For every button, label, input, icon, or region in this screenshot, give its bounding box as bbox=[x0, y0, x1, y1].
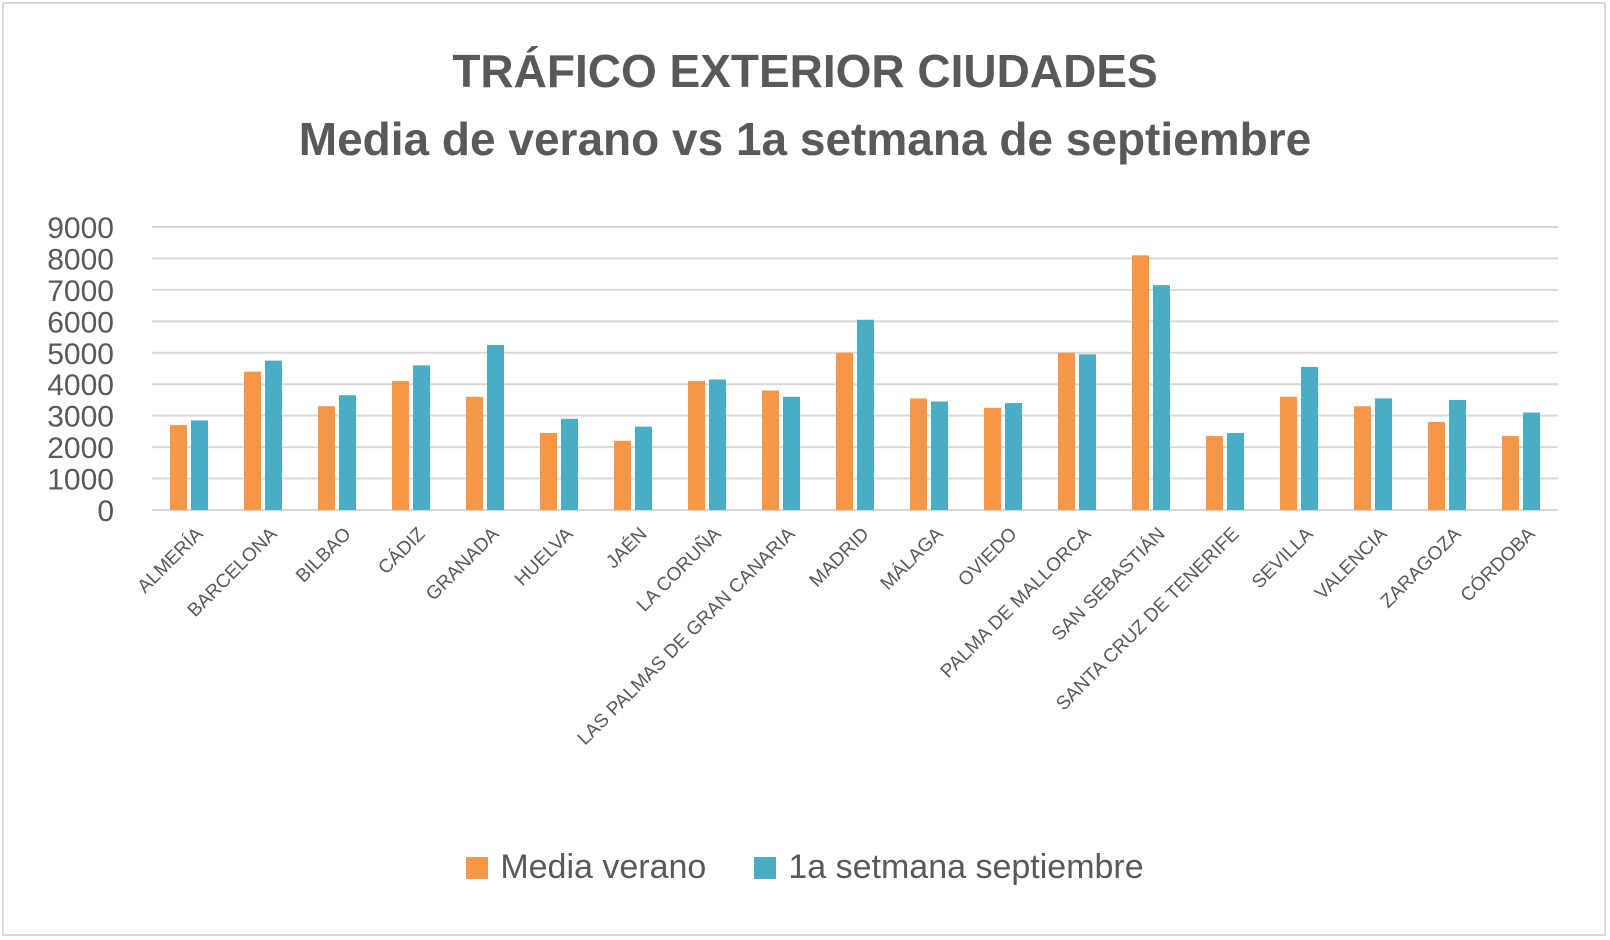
bar-media-verano bbox=[1354, 406, 1371, 510]
bar-media-verano bbox=[1280, 396, 1297, 510]
bar-media-verano bbox=[466, 396, 483, 510]
bar-1a-setmana bbox=[339, 395, 356, 510]
bar-1a-setmana bbox=[635, 426, 652, 510]
y-tick-label: 9000 bbox=[47, 212, 114, 245]
bar-media-verano bbox=[1206, 436, 1223, 510]
y-tick-label: 0 bbox=[97, 495, 114, 528]
chart-title: TRÁFICO EXTERIOR CIUDADES bbox=[452, 45, 1158, 97]
x-tick-label: MADRID bbox=[806, 524, 874, 592]
bar-1a-setmana bbox=[783, 396, 800, 510]
bar-media-verano bbox=[910, 398, 927, 510]
bar-1a-setmana bbox=[1005, 403, 1022, 510]
y-tick-label: 5000 bbox=[47, 338, 114, 371]
bar-media-verano bbox=[762, 390, 779, 510]
bar-media-verano bbox=[1502, 436, 1519, 510]
x-tick-label: GRANADA bbox=[422, 523, 504, 605]
bar-1a-setmana bbox=[1153, 285, 1170, 510]
bar-media-verano bbox=[1132, 255, 1149, 510]
legend-item-1a-setmana: 1a setmana septiembre bbox=[754, 848, 1144, 887]
bar-media-verano bbox=[244, 371, 261, 510]
x-tick-label: MÁLAGA bbox=[877, 523, 948, 594]
y-tick-label: 2000 bbox=[47, 432, 114, 465]
legend-label-1a-setmana: 1a setmana septiembre bbox=[788, 848, 1144, 886]
chart-legend: Media verano 1a setmana septiembre bbox=[0, 848, 1610, 887]
bar-1a-setmana bbox=[561, 418, 578, 510]
bar-1a-setmana bbox=[413, 365, 430, 510]
bar-media-verano bbox=[688, 381, 705, 510]
bar-1a-setmana bbox=[1449, 399, 1466, 510]
bar-1a-setmana bbox=[709, 379, 726, 510]
bar-1a-setmana bbox=[1079, 354, 1096, 510]
bar-1a-setmana bbox=[1523, 412, 1540, 510]
legend-swatch-1a-setmana bbox=[754, 856, 777, 879]
y-tick-label: 3000 bbox=[47, 401, 114, 434]
x-tick-label: OVIEDO bbox=[954, 524, 1021, 591]
bar-media-verano bbox=[170, 425, 187, 510]
bar-1a-setmana bbox=[1227, 432, 1244, 510]
bar-media-verano bbox=[540, 432, 557, 510]
bar-1a-setmana bbox=[487, 344, 504, 510]
bar-1a-setmana bbox=[1301, 366, 1318, 510]
x-tick-label: PALMA DE MALLORCA bbox=[937, 523, 1096, 682]
bar-media-verano bbox=[836, 352, 853, 510]
y-tick-label: 8000 bbox=[47, 243, 114, 276]
bar-1a-setmana bbox=[265, 360, 282, 510]
y-tick-label: 7000 bbox=[47, 275, 114, 308]
x-tick-label: CÓRDOBA bbox=[1456, 523, 1540, 607]
bar-1a-setmana bbox=[1375, 398, 1392, 510]
x-tick-label: HUELVA bbox=[511, 523, 578, 590]
bar-media-verano bbox=[1058, 352, 1075, 510]
y-tick-label: 6000 bbox=[47, 306, 114, 339]
bar-media-verano bbox=[614, 440, 631, 510]
y-tick-label: 4000 bbox=[47, 369, 114, 402]
x-tick-label: JAÉN bbox=[602, 524, 651, 573]
x-tick-label: CÁDIZ bbox=[374, 523, 429, 578]
bar-media-verano bbox=[392, 381, 409, 510]
x-tick-label: VALENCIA bbox=[1311, 523, 1392, 604]
x-tick-label: BILBAO bbox=[292, 524, 355, 587]
bar-1a-setmana bbox=[191, 420, 208, 510]
legend-label-media-verano: Media verano bbox=[500, 848, 707, 886]
bar-media-verano bbox=[984, 407, 1001, 510]
chart-subtitle: Media de verano vs 1a setmana de septiem… bbox=[298, 113, 1312, 165]
x-tick-label: ZARAGOZA bbox=[1377, 523, 1466, 612]
x-tick-label: SEVILLA bbox=[1248, 523, 1318, 593]
legend-item-media-verano: Media verano bbox=[466, 848, 706, 887]
x-tick-label: ALMERÍA bbox=[134, 523, 208, 597]
y-tick-label: 1000 bbox=[47, 464, 114, 497]
bar-media-verano bbox=[1428, 421, 1445, 510]
bar-1a-setmana bbox=[857, 319, 874, 510]
legend-swatch-media-verano bbox=[466, 856, 489, 879]
bar-media-verano bbox=[318, 406, 335, 510]
bar-1a-setmana bbox=[931, 401, 948, 510]
